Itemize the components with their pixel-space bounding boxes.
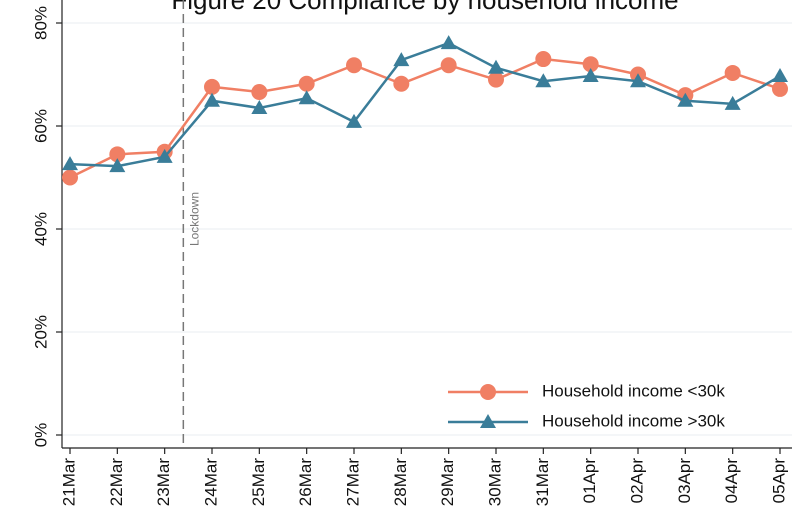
point xyxy=(62,156,78,171)
annotation: Lockdown xyxy=(188,192,202,246)
point xyxy=(535,51,552,68)
y-tick-label: 40% xyxy=(31,212,50,246)
point xyxy=(393,75,410,92)
point xyxy=(346,113,362,128)
x-tick-label: 30Mar xyxy=(485,458,504,507)
y-tick-label: 80% xyxy=(31,6,50,40)
point xyxy=(488,71,504,88)
point xyxy=(582,68,599,83)
point xyxy=(251,84,268,101)
point xyxy=(440,35,457,50)
x-tick-label: 25Mar xyxy=(249,458,268,507)
point xyxy=(156,148,173,163)
x-tick-label: 31Mar xyxy=(533,458,552,507)
x-tick-label: 02Apr xyxy=(627,458,646,504)
x-tick-label: 22Mar xyxy=(107,458,126,507)
chart-title: Figure 20 Compliance by household income xyxy=(171,0,678,15)
x-tick-label: 27Mar xyxy=(343,458,362,507)
y-tick-label: 20% xyxy=(31,315,50,349)
x-tick-label: 21Mar xyxy=(59,458,78,507)
point xyxy=(440,57,457,74)
point xyxy=(772,80,788,97)
x-tick-label: 01Apr xyxy=(580,458,599,504)
point xyxy=(109,146,126,163)
legend-label: Household income >30k xyxy=(542,411,725,430)
point xyxy=(109,158,126,173)
point xyxy=(724,95,741,110)
point xyxy=(346,57,362,74)
point xyxy=(204,78,220,95)
point xyxy=(772,68,788,83)
legend-marker xyxy=(480,384,496,400)
point xyxy=(298,75,315,92)
x-tick-label: 26Mar xyxy=(296,458,315,507)
x-tick-label: 04Apr xyxy=(722,458,741,504)
series-line xyxy=(69,57,781,179)
point xyxy=(630,73,646,88)
point xyxy=(488,59,504,74)
point xyxy=(251,99,268,114)
point xyxy=(535,73,552,88)
y-tick-label: 0% xyxy=(31,423,50,448)
legend-label: Household income <30k xyxy=(542,381,725,400)
x-tick-label: 03Apr xyxy=(675,458,694,504)
x-tick-label: 23Mar xyxy=(154,458,173,507)
point xyxy=(62,169,78,186)
legend-marker xyxy=(480,414,496,428)
series-line xyxy=(69,41,781,168)
point xyxy=(724,64,741,81)
x-tick-label: 24Mar xyxy=(201,458,220,507)
x-tick-label: 29Mar xyxy=(438,458,457,507)
point xyxy=(582,56,599,73)
point xyxy=(204,92,220,107)
point xyxy=(298,90,315,105)
point xyxy=(393,52,410,67)
x-tick-label: 05Apr xyxy=(769,458,788,504)
y-tick-label: 60% xyxy=(31,109,50,143)
point xyxy=(677,92,694,107)
x-tick-label: 28Mar xyxy=(391,458,410,507)
